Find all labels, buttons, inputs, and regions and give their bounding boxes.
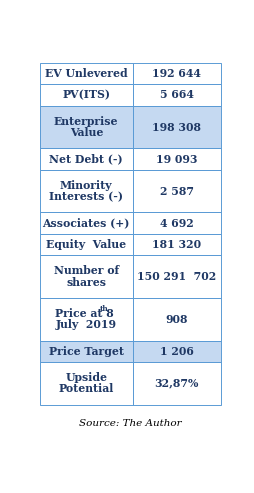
Bar <box>40 298 221 341</box>
Bar <box>40 170 221 212</box>
Bar <box>40 63 221 84</box>
Text: shares: shares <box>66 277 106 287</box>
Text: Upside: Upside <box>65 372 107 383</box>
Text: Interests (-): Interests (-) <box>49 191 123 202</box>
Text: 4 692: 4 692 <box>160 217 194 229</box>
Text: Source: The Author: Source: The Author <box>79 419 182 428</box>
Bar <box>133 148 221 170</box>
Bar <box>133 341 221 362</box>
Bar <box>133 106 221 148</box>
Text: 192 644: 192 644 <box>152 68 201 79</box>
Text: 150 291  702: 150 291 702 <box>137 271 216 282</box>
Bar <box>40 341 133 362</box>
Bar <box>40 106 133 148</box>
Text: Associates (+): Associates (+) <box>43 217 130 229</box>
Bar <box>40 63 133 84</box>
Bar <box>40 234 133 255</box>
Bar <box>133 170 221 212</box>
Bar <box>40 148 221 170</box>
Text: 198 308: 198 308 <box>152 121 201 133</box>
Text: July  2019: July 2019 <box>56 319 117 330</box>
Text: 908: 908 <box>166 314 188 325</box>
Text: Net Debt (-): Net Debt (-) <box>50 153 123 165</box>
Bar <box>133 63 221 84</box>
Text: Value: Value <box>70 127 103 138</box>
Text: Price Target: Price Target <box>49 346 124 357</box>
Bar <box>40 84 221 106</box>
Text: Number of: Number of <box>54 265 119 277</box>
Bar <box>40 298 133 341</box>
Bar <box>40 255 133 298</box>
Bar <box>40 341 221 362</box>
Bar <box>40 255 221 298</box>
Bar <box>40 212 221 234</box>
Text: th: th <box>100 305 108 314</box>
Text: EV Unlevered: EV Unlevered <box>45 68 128 79</box>
Text: Potential: Potential <box>59 383 114 394</box>
Text: 1 206: 1 206 <box>160 346 194 357</box>
Text: 5 664: 5 664 <box>160 90 194 101</box>
Bar <box>40 170 133 212</box>
Bar <box>40 106 221 148</box>
Text: 32,87%: 32,87% <box>155 378 199 389</box>
Text: PV(ITS): PV(ITS) <box>62 90 110 101</box>
Bar <box>133 234 221 255</box>
Text: Enterprise: Enterprise <box>54 116 119 127</box>
Text: Equity  Value: Equity Value <box>46 239 126 250</box>
Bar <box>40 212 133 234</box>
Bar <box>40 84 133 106</box>
Bar <box>40 362 133 405</box>
Bar <box>133 212 221 234</box>
Bar <box>40 234 221 255</box>
Text: Minority: Minority <box>60 180 113 191</box>
Bar <box>133 255 221 298</box>
Bar <box>133 84 221 106</box>
Bar <box>133 362 221 405</box>
Text: 19 093: 19 093 <box>156 153 198 165</box>
Text: 181 320: 181 320 <box>152 239 201 250</box>
Bar <box>133 298 221 341</box>
Text: Price at 8: Price at 8 <box>55 308 114 319</box>
Text: 2 587: 2 587 <box>160 185 194 197</box>
Bar <box>40 148 133 170</box>
Bar <box>40 362 221 405</box>
